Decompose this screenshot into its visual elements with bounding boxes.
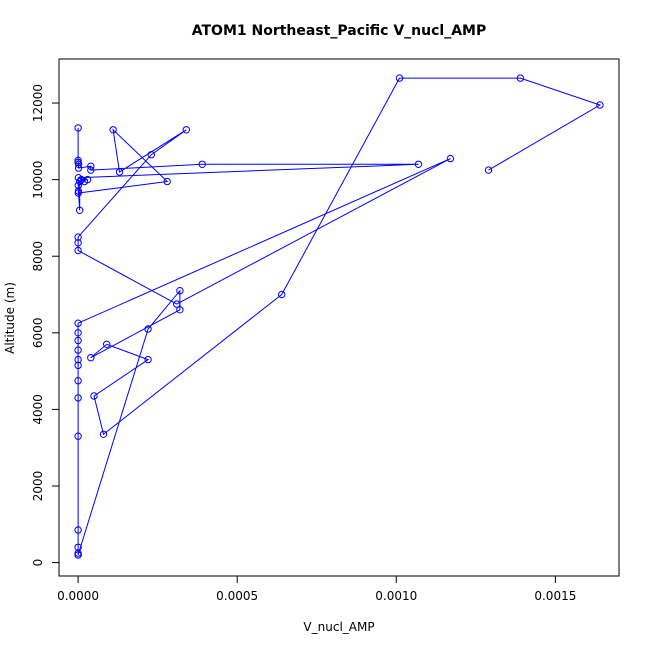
data-point bbox=[87, 162, 95, 170]
x-tick-label: 0.0000 bbox=[57, 589, 99, 603]
data-point bbox=[74, 164, 83, 172]
x-axis: 0.0000 0.0005 0.0010 0.0015 bbox=[57, 575, 576, 603]
x-axis-label: V_nucl_AMP bbox=[303, 620, 374, 634]
data-point bbox=[80, 177, 89, 186]
data-point bbox=[516, 74, 525, 82]
data-point bbox=[74, 394, 82, 402]
data-point bbox=[76, 206, 84, 215]
data-point bbox=[74, 549, 82, 557]
data-point bbox=[163, 177, 171, 186]
data-point bbox=[182, 126, 191, 134]
data-point bbox=[74, 336, 82, 345]
data-point bbox=[74, 432, 82, 440]
data-point bbox=[109, 126, 117, 134]
data-point bbox=[74, 124, 82, 132]
plot-frame bbox=[58, 58, 620, 577]
data-point bbox=[446, 154, 455, 163]
y-tick-label: 12000 bbox=[31, 84, 45, 122]
series-line bbox=[77, 77, 602, 556]
data-point bbox=[74, 156, 82, 165]
data-point bbox=[74, 543, 82, 551]
data-point bbox=[74, 319, 82, 327]
data-point bbox=[74, 160, 83, 169]
data-point bbox=[147, 151, 156, 159]
y-tick-label: 0 bbox=[31, 559, 45, 567]
data-point bbox=[74, 329, 82, 337]
data-point bbox=[74, 355, 82, 364]
y-axis-label: Altitude (m) bbox=[3, 282, 17, 354]
data-point bbox=[115, 168, 124, 176]
data-point bbox=[596, 101, 604, 109]
data-point bbox=[74, 551, 82, 559]
data-point bbox=[484, 166, 493, 174]
data-point bbox=[76, 177, 84, 186]
data-point bbox=[87, 354, 95, 362]
data-point bbox=[278, 290, 286, 299]
data-point bbox=[144, 325, 152, 333]
y-tick-label: 6000 bbox=[31, 318, 45, 349]
data-point bbox=[173, 300, 181, 308]
x-tick-label: 0.0015 bbox=[534, 589, 576, 603]
y-tick-label: 4000 bbox=[31, 394, 45, 425]
data-point bbox=[99, 430, 108, 438]
data-point bbox=[74, 239, 82, 247]
chart-title: ATOM1 Northeast_Pacific V_nucl_AMP bbox=[192, 23, 487, 39]
data-point bbox=[74, 181, 83, 190]
x-tick-label: 0.0005 bbox=[216, 589, 258, 603]
data-point bbox=[144, 355, 152, 364]
data-point bbox=[74, 189, 83, 197]
data-point bbox=[74, 526, 82, 534]
x-tick-label: 0.0010 bbox=[375, 589, 417, 603]
data-point bbox=[74, 246, 82, 255]
data-point bbox=[74, 233, 82, 241]
y-tick-label: 2000 bbox=[31, 471, 45, 502]
data-point bbox=[395, 74, 404, 82]
y-tick-label: 8000 bbox=[31, 241, 45, 272]
data-point bbox=[90, 392, 98, 400]
data-point bbox=[87, 166, 95, 174]
series-vnucl-amp bbox=[74, 74, 604, 559]
data-point bbox=[74, 361, 82, 370]
data-point bbox=[103, 340, 111, 348]
data-point bbox=[74, 346, 82, 354]
data-point bbox=[176, 287, 184, 295]
data-point bbox=[176, 306, 184, 314]
y-tick-label: 10000 bbox=[31, 161, 45, 199]
y-axis: 0 2000 4000 6000 8000 10000 12000 bbox=[31, 84, 60, 567]
data-point bbox=[74, 377, 82, 385]
data-point bbox=[414, 160, 423, 169]
data-point bbox=[198, 160, 206, 169]
